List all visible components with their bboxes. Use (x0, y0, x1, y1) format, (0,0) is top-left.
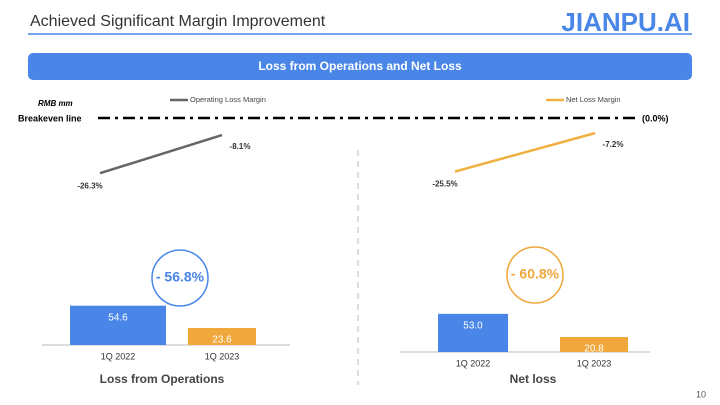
margin-label: -25.5% (432, 180, 457, 189)
x-tick-label: 1Q 2022 (456, 358, 491, 368)
x-tick-label: 1Q 2023 (205, 351, 240, 361)
change-circle (506, 246, 564, 304)
legend-label: Operating Loss Margin (190, 95, 266, 104)
margin-label: -8.1% (230, 142, 251, 151)
x-tick-label: 1Q 2022 (101, 351, 136, 361)
bar-label: 53.0 (463, 320, 483, 331)
change-label: - 56.8% (156, 269, 205, 285)
change-label: - 60.8% (511, 266, 560, 282)
bar (188, 328, 256, 345)
banner (28, 53, 692, 80)
bar-label: 54.6 (108, 312, 128, 323)
page-number: 10 (696, 389, 706, 399)
bar-label: 23.6 (212, 335, 232, 346)
breakeven-value: (0.0%) (642, 113, 669, 123)
breakeven-label: Breakeven line (18, 113, 82, 123)
x-axis-title: Loss from Operations (100, 372, 225, 386)
slide-title: Achieved Significant Margin Improvement (30, 13, 326, 30)
bar (70, 305, 166, 345)
bar (438, 313, 508, 352)
bar (560, 337, 628, 352)
margin-line (454, 131, 596, 173)
banner-text: Loss from Operations and Net Loss (258, 59, 462, 73)
margin-label: -26.3% (77, 181, 102, 190)
bar-label: 20.8 (584, 344, 604, 355)
margin-label: -7.2% (603, 140, 624, 149)
unit-label: RMB mm (38, 99, 73, 108)
legend-label: Net Loss Margin (566, 95, 621, 104)
logo: JIANPU.AI (561, 7, 690, 37)
x-axis-title: Net loss (510, 372, 557, 386)
x-tick-label: 1Q 2023 (577, 358, 612, 368)
change-circle (151, 249, 209, 307)
margin-line (99, 133, 223, 175)
